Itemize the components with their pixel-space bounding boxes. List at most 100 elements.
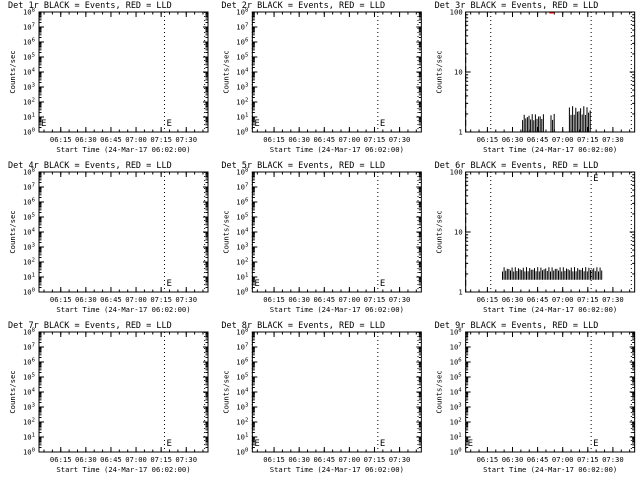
x-tick-label: 07:30: [175, 295, 197, 304]
y-tick-label: 108: [450, 328, 463, 337]
x-tick-label: 07:00: [339, 135, 361, 144]
y-tick-label: 101: [236, 113, 248, 122]
x-tick-label: 06:45: [100, 135, 122, 144]
y-tick-label: 10: [454, 228, 463, 237]
x-tick-label: 07:30: [175, 135, 197, 144]
x-tick-label: 06:30: [288, 135, 310, 144]
detector-panel-7: Det 7r BLACK = Events, RED = LLD Counts/s…: [8, 321, 209, 474]
event-marker-right: E: [166, 279, 171, 289]
events-series-segment: [568, 106, 591, 132]
x-tick-label: 06:15: [50, 135, 72, 144]
y-tick-label: 105: [23, 373, 35, 382]
y-tick-label: 104: [450, 388, 463, 397]
y-tick-label: 106: [23, 358, 35, 367]
x-tick-label: 07:00: [552, 455, 574, 464]
event-marker-right: E: [166, 439, 171, 449]
y-axis-label: Counts/sec: [435, 50, 444, 93]
detector-panel-5: Det 5r BLACK = Events, RED = LLD Counts/s…: [221, 161, 422, 314]
y-tick-label: 102: [236, 98, 248, 107]
y-tick-label: 107: [450, 343, 462, 352]
panel-title: Det 2r BLACK = Events, RED = LLD: [221, 1, 385, 11]
x-tick-label: 07:00: [339, 455, 361, 464]
y-tick-label: 103: [23, 83, 35, 92]
detector-panel-8: Det 8r BLACK = Events, RED = LLD Counts/s…: [221, 321, 422, 474]
x-tick-label: 06:15: [263, 295, 285, 304]
x-axis-label: Start Time (24-Mar-17 06:02:00): [270, 465, 404, 474]
x-tick-label: 07:30: [602, 455, 624, 464]
x-tick-label: 06:45: [527, 295, 549, 304]
y-tick-label: 102: [23, 258, 35, 267]
y-tick-label: 104: [236, 68, 249, 77]
x-tick-label: 06:30: [288, 455, 310, 464]
y-tick-label: 107: [23, 343, 35, 352]
detector-panel-4: Det 4r BLACK = Events, RED = LLD Counts/s…: [8, 161, 209, 314]
y-tick-label: 105: [236, 213, 248, 222]
y-tick-label: 100: [236, 288, 248, 297]
x-tick-label: 07:30: [175, 455, 197, 464]
y-axis-label: Counts/sec: [221, 50, 230, 93]
y-tick-label: 107: [23, 183, 35, 192]
x-tick-label: 06:45: [313, 135, 335, 144]
x-tick-label: 07:15: [364, 135, 386, 144]
x-tick-label: 07:30: [602, 135, 624, 144]
y-tick-label: 107: [236, 183, 248, 192]
y-tick-label: 1: [458, 288, 462, 297]
y-tick-label: 106: [23, 38, 35, 47]
panel-title: Det 6r BLACK = Events, RED = LLD: [435, 161, 599, 171]
y-tick-label: 100: [23, 128, 35, 137]
y-tick-label: 106: [236, 198, 248, 207]
y-axis-label: Counts/sec: [221, 210, 230, 253]
x-tick-label: 07:30: [602, 295, 624, 304]
y-tick-label: 1: [458, 128, 462, 137]
plot-frame: [251, 331, 422, 453]
x-tick-label: 06:30: [502, 135, 524, 144]
y-tick-label: 108: [23, 328, 36, 337]
y-tick-label: 106: [23, 198, 35, 207]
x-tick-label: 07:00: [552, 135, 574, 144]
x-tick-label: 07:15: [364, 295, 386, 304]
x-tick-label: 07:00: [125, 135, 147, 144]
y-tick-label: 108: [236, 328, 249, 337]
y-tick-label: 101: [23, 113, 35, 122]
y-tick-label: 103: [236, 83, 248, 92]
x-tick-label: 06:30: [502, 295, 524, 304]
x-tick-label: 06:30: [288, 295, 310, 304]
event-marker-left: E: [254, 119, 259, 129]
y-tick-label: 106: [236, 358, 248, 367]
x-tick-label: 06:30: [75, 455, 97, 464]
y-tick-label: 104: [236, 388, 249, 397]
y-axis-label: Counts/sec: [435, 210, 444, 253]
y-tick-label: 104: [236, 228, 249, 237]
x-tick-label: 07:15: [364, 455, 386, 464]
panel-title: Det 9r BLACK = Events, RED = LLD: [435, 321, 599, 331]
y-axis-label: Counts/sec: [435, 370, 444, 413]
plot-frame: [465, 331, 636, 453]
y-tick-label: 102: [236, 258, 248, 267]
y-tick-label: 105: [23, 53, 35, 62]
x-tick-label: 06:15: [50, 295, 72, 304]
y-tick-label: 100: [450, 448, 462, 457]
panel-title: Det 8r BLACK = Events, RED = LLD: [221, 321, 385, 331]
events-series-segment: [550, 113, 555, 132]
y-tick-label: 103: [23, 403, 35, 412]
x-tick-label: 07:30: [389, 295, 411, 304]
panel-title: Det 7r BLACK = Events, RED = LLD: [8, 321, 172, 331]
x-tick-label: 06:45: [313, 455, 335, 464]
x-tick-label: 07:15: [150, 135, 172, 144]
y-tick-label: 102: [450, 418, 462, 427]
x-axis-label: Start Time (24-Mar-17 06:02:00): [483, 305, 617, 314]
x-axis-label: Start Time (24-Mar-17 06:02:00): [56, 305, 190, 314]
x-tick-label: 07:15: [150, 455, 172, 464]
y-tick-label: 104: [23, 388, 36, 397]
y-tick-label: 10: [454, 68, 463, 77]
y-tick-label: 101: [23, 433, 35, 442]
x-axis-label: Start Time (24-Mar-17 06:02:00): [270, 145, 404, 154]
y-tick-label: 105: [236, 53, 248, 62]
event-marker-right: E: [380, 439, 385, 449]
y-tick-label: 100: [236, 128, 248, 137]
y-tick-label: 107: [236, 23, 248, 32]
event-marker-left: E: [254, 439, 259, 449]
panel-title: Det 4r BLACK = Events, RED = LLD: [8, 161, 172, 171]
x-tick-label: 06:15: [263, 455, 285, 464]
